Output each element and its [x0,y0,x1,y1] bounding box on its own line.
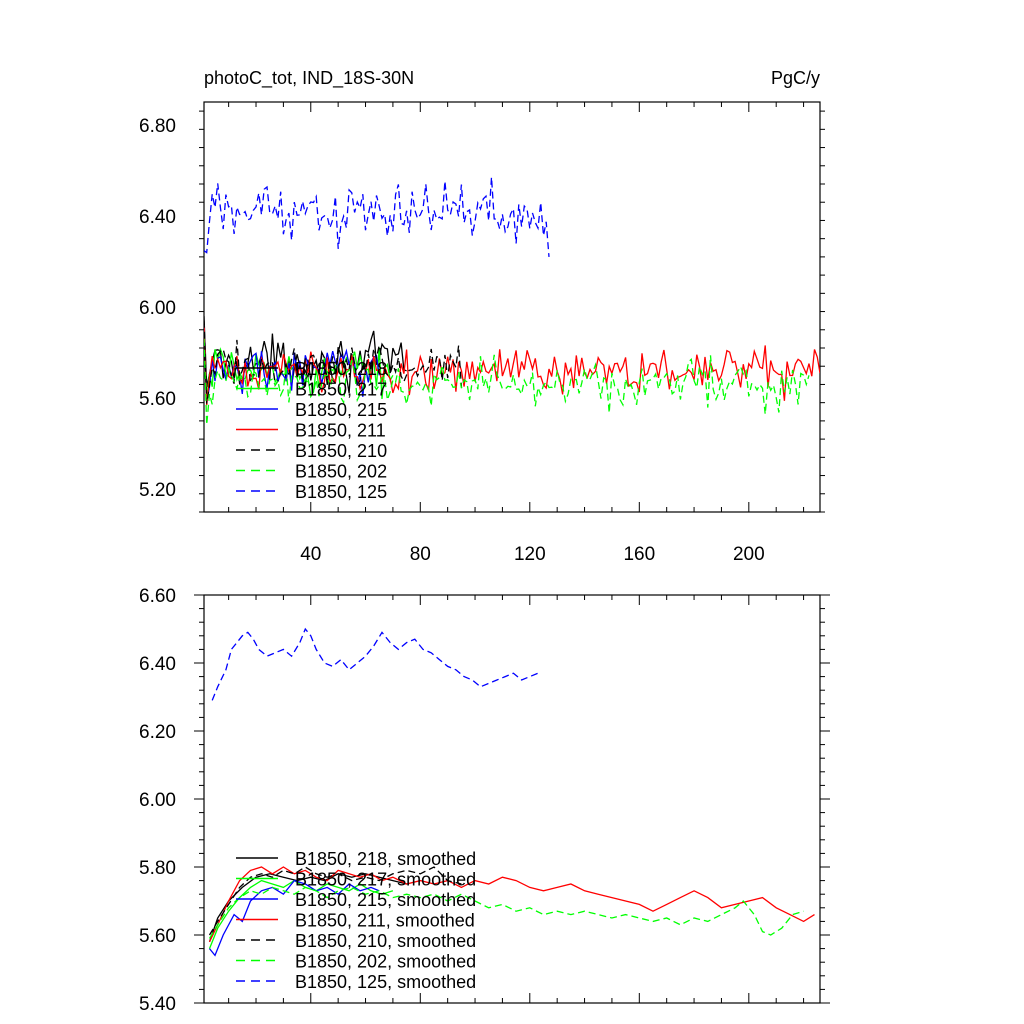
legend-entry: B1850, 125 [295,482,387,502]
legend-entry: B1850, 210, smoothed [295,931,476,951]
legend-entry: B1850, 202 [295,462,387,482]
bottom-panel: 5.40 5.60 5.80 6.00 6.20 6.40 6.60 B1850, 218, … [139,586,830,1015]
legend-entry: B1850, 125, smoothed [295,972,476,992]
legend-entry: B1850, 211 [295,421,386,441]
legend-entry: B1850, 217, smoothed [295,870,476,890]
y-tick-label: 6.00 [139,790,176,811]
units-label: PgC/y [771,68,820,88]
legend-entry: B1850, 211, smoothed [295,911,475,931]
series-group [208,627,815,957]
y-tick-label: 6.40 [139,207,176,228]
legend-entry: B1850, 202, smoothed [295,952,476,972]
y-tick-label: 5.40 [139,994,176,1015]
plot-frame [203,101,821,513]
y-tick-label: 5.80 [139,858,176,879]
x-tick-label: 40 [300,544,321,565]
series-group [204,177,820,425]
legend-entry: B1850, 210 [295,441,387,461]
series-line [208,866,462,936]
y-tick-label: 6.80 [139,116,176,137]
series-line [204,177,550,257]
series-line [204,320,463,404]
y-tick-label: 6.60 [139,586,176,607]
y-tick-label: 6.20 [139,722,176,743]
y-tick-label: 6.00 [139,298,176,319]
y-tick-label: 5.20 [139,480,176,501]
y-tick-label: 5.60 [139,926,176,947]
legend-entry: B1850, 218 [295,359,387,379]
legend-entry: B1850, 218, smoothed [295,849,476,869]
x-tick-label: 80 [410,544,431,565]
chart-title: photoC_tot, IND_18S-30N [204,68,414,89]
series-line [208,879,380,957]
y-tick-label: 6.40 [139,654,176,675]
legend-entry: B1850, 215, smoothed [295,890,476,910]
series-line [208,866,815,943]
top-panel: photoC_tot, IND_18S-30N PgC/y 40 80 120 160… [139,68,825,565]
x-tick-label: 120 [514,544,546,565]
legend-entry: B1850, 215 [295,400,387,420]
legend-entry: B1850, 217 [295,380,387,400]
y-tick-label: 5.60 [139,389,176,410]
x-tick-label: 200 [733,544,765,565]
series-line [211,627,539,701]
series-line [208,886,804,939]
x-tick-label: 160 [623,544,655,565]
series-line [204,338,810,425]
